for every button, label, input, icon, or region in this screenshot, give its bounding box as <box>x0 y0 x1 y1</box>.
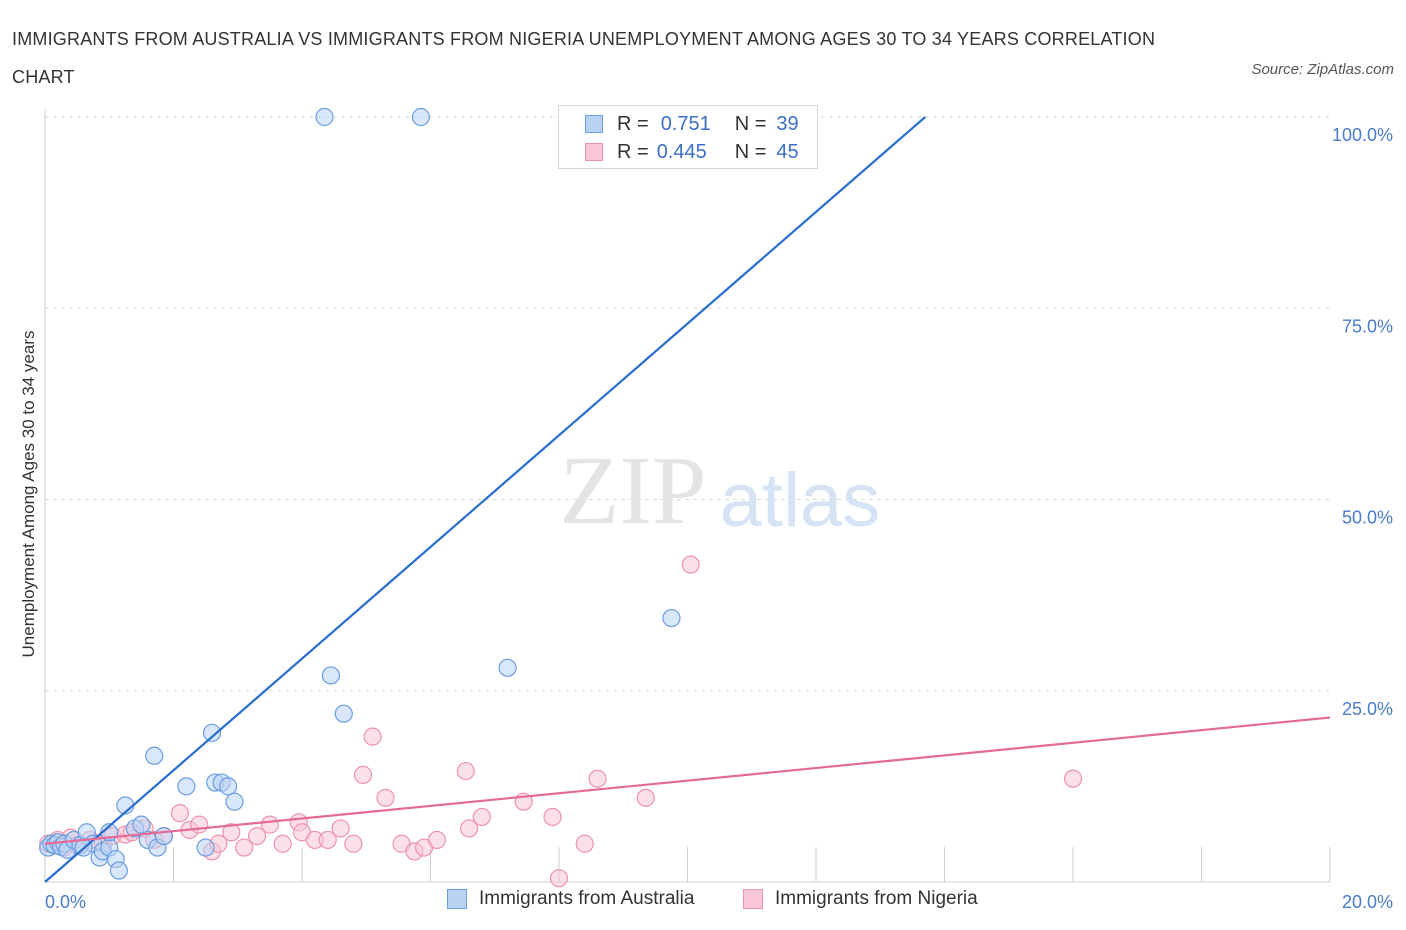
legend-swatch-nigeria <box>585 143 603 161</box>
series-label-australia: Immigrants from Australia <box>479 888 695 909</box>
data-point <box>681 555 700 574</box>
data-point <box>543 807 562 827</box>
series-label-nigeria: Immigrants from Nigeria <box>775 888 978 909</box>
legend-row-nigeria: R = 0.445 N = 45 <box>585 138 799 166</box>
data-point <box>353 765 373 785</box>
y-tick-label: 75.0% <box>1342 316 1393 336</box>
data-point <box>1063 769 1083 788</box>
trend-lines <box>44 116 1331 883</box>
legend-row-australia: R = 0.751 N = 39 <box>585 110 799 138</box>
watermark: ZIP atlas <box>560 437 881 545</box>
data-point <box>575 834 594 853</box>
chart-source: Source: ZipAtlas.com <box>1251 61 1394 78</box>
x-tick-label: 0.0% <box>45 892 86 912</box>
data-point <box>662 608 681 628</box>
data-point <box>225 792 244 811</box>
legend-n-value: 45 <box>776 140 799 163</box>
data-point <box>472 807 491 827</box>
legend-swatch-australia <box>585 115 603 133</box>
tick-labels: 25.0% 50.0% 75.0% 100.0% 0.0% 20.0% <box>45 125 1393 912</box>
legend-r-label: R = <box>617 140 649 163</box>
trend-line-australia <box>44 116 926 883</box>
correlation-legend: R = 0.751 N = 39 R = 0.445 N = 45 <box>558 105 818 169</box>
series-swatch-australia <box>447 889 467 909</box>
chart-title: IMMIGRANTS FROM AUSTRALIA VS IMMIGRANTS … <box>12 29 1156 87</box>
data-point <box>222 823 241 842</box>
legend-r-value: 0.445 <box>656 140 707 163</box>
data-point <box>132 815 151 834</box>
legend-n-label: N = <box>734 140 767 163</box>
data-point <box>334 704 353 723</box>
data-point <box>636 788 655 807</box>
legend-r-value: 0.751 <box>660 112 711 135</box>
legend-r-label: R = <box>617 112 649 135</box>
grid-lines <box>45 116 1330 692</box>
watermark-zip: ZIP <box>560 437 707 545</box>
data-point <box>363 727 382 746</box>
data-point <box>456 761 475 781</box>
x-tick-label: 20.0% <box>1342 892 1393 912</box>
data-point <box>411 107 430 127</box>
data-point <box>315 107 334 127</box>
data-point <box>109 861 128 880</box>
data-point <box>331 819 350 838</box>
y-tick-label: 25.0% <box>1342 699 1393 719</box>
data-point <box>260 815 279 834</box>
nigeria-points <box>39 555 1083 888</box>
data-point <box>154 826 173 846</box>
series-legend: Immigrants from Australia Immigrants fro… <box>0 888 1406 916</box>
y-tick-label: 100.0% <box>1332 125 1393 145</box>
data-point <box>376 788 395 807</box>
watermark-atlas: atlas <box>720 458 881 543</box>
data-point <box>273 834 292 853</box>
data-point <box>344 834 363 853</box>
data-point <box>202 723 222 742</box>
data-point <box>498 658 517 677</box>
data-point <box>427 830 447 850</box>
data-point <box>588 769 607 788</box>
series-legend-nigeria[interactable]: Immigrants from Nigeria <box>743 888 978 910</box>
data-point <box>321 666 341 685</box>
series-legend-australia[interactable]: Immigrants from Australia <box>447 888 694 910</box>
legend-n-label: N = <box>734 112 767 135</box>
data-point <box>318 830 337 850</box>
data-point <box>459 819 479 838</box>
data-point <box>177 777 196 796</box>
data-point <box>170 804 190 823</box>
data-point <box>247 826 267 846</box>
data-point <box>145 746 164 765</box>
data-point <box>219 777 238 796</box>
legend-n-value: 39 <box>776 112 799 135</box>
series-swatch-nigeria <box>743 889 763 909</box>
trend-line-nigeria <box>44 716 1331 845</box>
data-point <box>190 815 209 834</box>
data-point <box>196 838 215 857</box>
y-axis-label: Unemployment Among Ages 30 to 34 years <box>19 331 38 658</box>
data-point <box>235 838 254 857</box>
y-tick-label: 50.0% <box>1342 508 1393 528</box>
data-point <box>549 869 569 888</box>
axes <box>44 109 1331 883</box>
